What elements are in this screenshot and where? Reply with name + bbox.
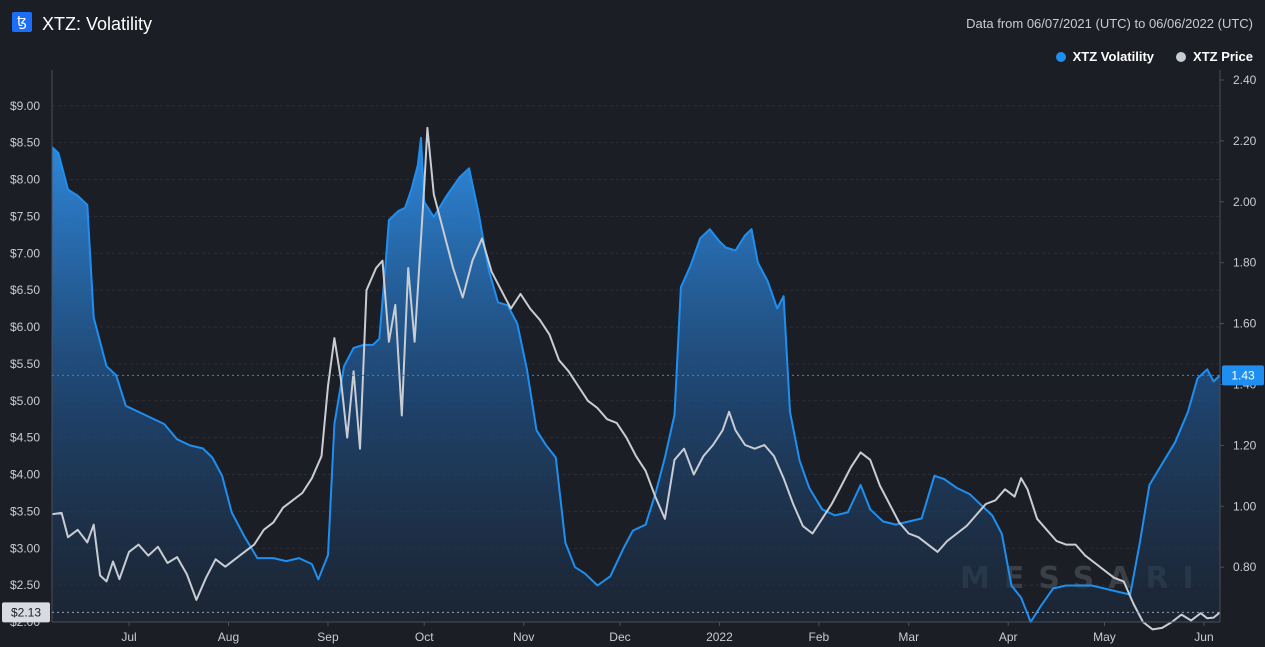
left-tick-label-7: $5.50: [10, 357, 40, 371]
volatility-current-value: 1.43: [1231, 368, 1255, 382]
x-tick-label-2: Sep: [317, 630, 339, 644]
left-tick-label-0: $9.00: [10, 99, 40, 113]
x-tick-label-0: Jul: [121, 630, 136, 644]
x-tick-label-11: Jun: [1194, 630, 1213, 644]
x-tick-label-7: Feb: [809, 630, 830, 644]
left-tick-label-1: $8.50: [10, 136, 40, 150]
x-tick-label-6: 2022: [706, 630, 733, 644]
x-tick-label-1: Aug: [218, 630, 239, 644]
price-current-value: $2.13: [11, 605, 41, 619]
right-tick-label-4: 1.60: [1233, 317, 1257, 331]
right-tick-label-3: 1.80: [1233, 256, 1257, 270]
volatility-current-badge: [1222, 365, 1264, 386]
left-tick-label-3: $7.50: [10, 209, 40, 223]
left-tick-label-4: $7.00: [10, 246, 40, 260]
left-tick-label-8: $5.00: [10, 394, 40, 408]
left-tick-label-13: $2.50: [10, 578, 40, 592]
price-current-badge: [2, 602, 50, 623]
legend-dot-price: [1176, 51, 1187, 62]
right-tick-label-0: 2.40: [1233, 73, 1257, 87]
legend-dot-volatility: [1055, 51, 1066, 62]
right-tick-label-1: 2.20: [1233, 134, 1257, 148]
x-tick-label-10: May: [1093, 630, 1116, 644]
left-tick-label-9: $4.50: [10, 431, 40, 445]
legend-label-price: XTZ Price: [1193, 49, 1253, 64]
x-tick-label-5: Dec: [609, 630, 630, 644]
right-tick-label-7: 1.00: [1233, 499, 1257, 513]
legend-label-volatility: XTZ Volatility: [1072, 49, 1155, 64]
left-tick-label-6: $6.00: [10, 320, 40, 334]
legend-item-volatility[interactable]: XTZ Volatility: [1055, 49, 1155, 64]
left-tick-label-12: $3.00: [10, 541, 40, 555]
date-range-label: Data from 06/07/2021 (UTC) to 06/06/2022…: [966, 16, 1253, 31]
volatility-area: [52, 137, 1220, 622]
axes: $9.00 $8.50 $8.00 $7.50 $7.00 $6.50 $6.00 $5.50…: [10, 70, 1257, 644]
legend-item-price[interactable]: XTZ Price: [1176, 49, 1253, 64]
right-tick-label-2: 2.00: [1233, 195, 1257, 209]
current-value-badges: $2.13 1.43: [2, 365, 1264, 623]
x-tick-label-3: Oct: [415, 630, 434, 644]
left-tick-label-10: $4.00: [10, 468, 40, 482]
x-tick-label-8: Mar: [898, 630, 919, 644]
chart-header: ꜩ XTZ: Volatility Data from 06/07/2021 (…: [0, 0, 1265, 48]
right-tick-label-8: 0.80: [1233, 560, 1257, 574]
left-tick-label-5: $6.50: [10, 283, 40, 297]
series-layer: [51, 126, 1221, 631]
price-line[interactable]: [51, 126, 1221, 631]
volatility-line[interactable]: [51, 136, 1221, 623]
chart-title: XTZ: Volatility: [42, 14, 153, 34]
left-tick-label-11: $3.50: [10, 504, 40, 518]
chart-legend: XTZ Volatility XTZ Price: [1055, 49, 1253, 64]
tezos-logo-icon: ꜩ: [12, 12, 32, 32]
right-tick-label-6: 1.20: [1233, 438, 1257, 452]
left-tick-label-2: $8.00: [10, 173, 40, 187]
x-tick-label-4: Nov: [513, 630, 534, 644]
x-tick-label-9: Apr: [999, 630, 1018, 644]
